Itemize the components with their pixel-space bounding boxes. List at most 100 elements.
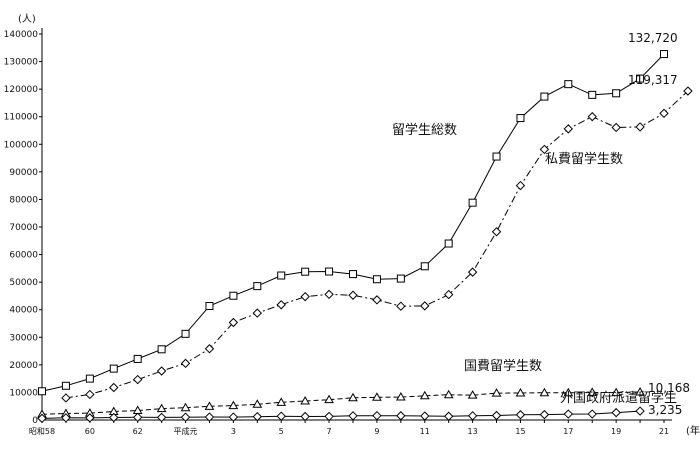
data-point	[132, 412, 143, 423]
series-name-label: 留学生総数	[392, 122, 457, 138]
y-tick-label: 100000	[4, 140, 39, 150]
data-point	[277, 271, 286, 280]
data-point	[683, 86, 693, 96]
data-point	[109, 364, 118, 373]
data-point	[491, 388, 502, 397]
data-point	[85, 374, 94, 383]
x-unit-label: (年度)	[686, 424, 700, 437]
y-tick-label: 40000	[9, 306, 38, 316]
data-point	[252, 308, 263, 318]
data-point	[109, 412, 119, 423]
data-point	[204, 401, 215, 410]
data-point	[324, 289, 334, 300]
data-point	[372, 295, 382, 305]
y-tick-label: 120000	[4, 85, 39, 95]
data-point	[420, 262, 429, 271]
data-point	[180, 412, 191, 422]
data-point	[516, 114, 525, 123]
data-point	[611, 122, 621, 133]
x-tick-label: 5	[279, 427, 284, 436]
series-name-label: 国費留学生数	[464, 358, 542, 374]
data-point	[515, 180, 526, 191]
end-value-label: 3,235	[648, 403, 682, 417]
data-point	[252, 411, 263, 422]
data-point	[539, 387, 550, 397]
series-name-label: 外国政府派遣留学生	[560, 390, 677, 406]
y-tick-label: 140000	[4, 30, 39, 40]
data-point	[205, 302, 214, 311]
data-point	[325, 267, 334, 276]
x-tick-label: 19	[611, 427, 621, 436]
data-point	[300, 411, 310, 422]
data-point	[157, 345, 166, 354]
y-tick-label: 30000	[9, 333, 38, 343]
data-point	[491, 410, 502, 421]
data-point	[372, 392, 382, 401]
data-point	[563, 124, 574, 134]
data-point	[300, 291, 310, 302]
data-point	[539, 409, 550, 420]
data-point	[396, 411, 406, 421]
x-tick-label: 21	[659, 427, 669, 436]
data-point	[372, 275, 381, 284]
x-tick-label: 3	[231, 427, 236, 436]
data-point	[444, 239, 453, 248]
data-point	[276, 411, 286, 421]
series-line	[41, 53, 665, 392]
data-point	[372, 410, 382, 421]
data-point	[301, 267, 310, 276]
data-point	[443, 411, 454, 421]
data-point	[348, 392, 358, 402]
x-tick-label: 7	[327, 427, 332, 436]
data-point	[38, 387, 46, 396]
y-tick-label: 20000	[9, 361, 38, 371]
data-point	[540, 92, 549, 101]
end-value-label: 10,168	[648, 381, 690, 395]
data-point	[587, 409, 597, 419]
data-point	[564, 80, 573, 89]
data-point	[109, 382, 119, 393]
data-point	[204, 344, 215, 354]
data-point	[348, 411, 358, 421]
data-point	[228, 400, 239, 410]
data-point	[156, 403, 167, 413]
y-tick-label: 90000	[9, 168, 38, 178]
data-point	[396, 274, 405, 283]
data-point	[85, 413, 95, 423]
data-point	[660, 50, 668, 59]
data-point	[659, 108, 669, 119]
end-value-label: 132,720	[628, 31, 678, 45]
data-point	[635, 386, 645, 396]
data-point	[61, 393, 71, 403]
x-tick-label: 60	[85, 427, 95, 436]
data-point	[252, 399, 263, 408]
data-point	[228, 412, 239, 422]
data-point	[468, 198, 477, 207]
data-point	[349, 270, 357, 279]
x-tick-label: 17	[563, 427, 573, 436]
series-line	[41, 410, 641, 419]
data-point	[588, 90, 597, 99]
x-tick-label: 9	[374, 427, 379, 436]
data-point	[300, 396, 311, 405]
data-point	[420, 301, 430, 311]
y-tick-label: 0	[32, 416, 38, 426]
data-point	[515, 410, 526, 420]
data-point	[348, 290, 358, 300]
x-tick-label: 昭和58	[29, 427, 55, 436]
x-tick-label: 15	[515, 427, 525, 436]
data-point	[180, 402, 191, 412]
data-point	[276, 397, 287, 406]
end-value-label: 119,317	[628, 73, 678, 87]
data-point	[228, 317, 239, 328]
data-point	[467, 411, 478, 421]
data-point	[156, 412, 167, 423]
data-point	[636, 74, 645, 83]
data-point	[204, 412, 215, 422]
x-tick-label: 13	[468, 427, 478, 436]
data-point	[61, 413, 71, 423]
data-point	[133, 354, 142, 363]
data-point	[563, 387, 574, 397]
x-tick-label: 平成元	[174, 426, 198, 436]
data-point	[539, 144, 550, 155]
